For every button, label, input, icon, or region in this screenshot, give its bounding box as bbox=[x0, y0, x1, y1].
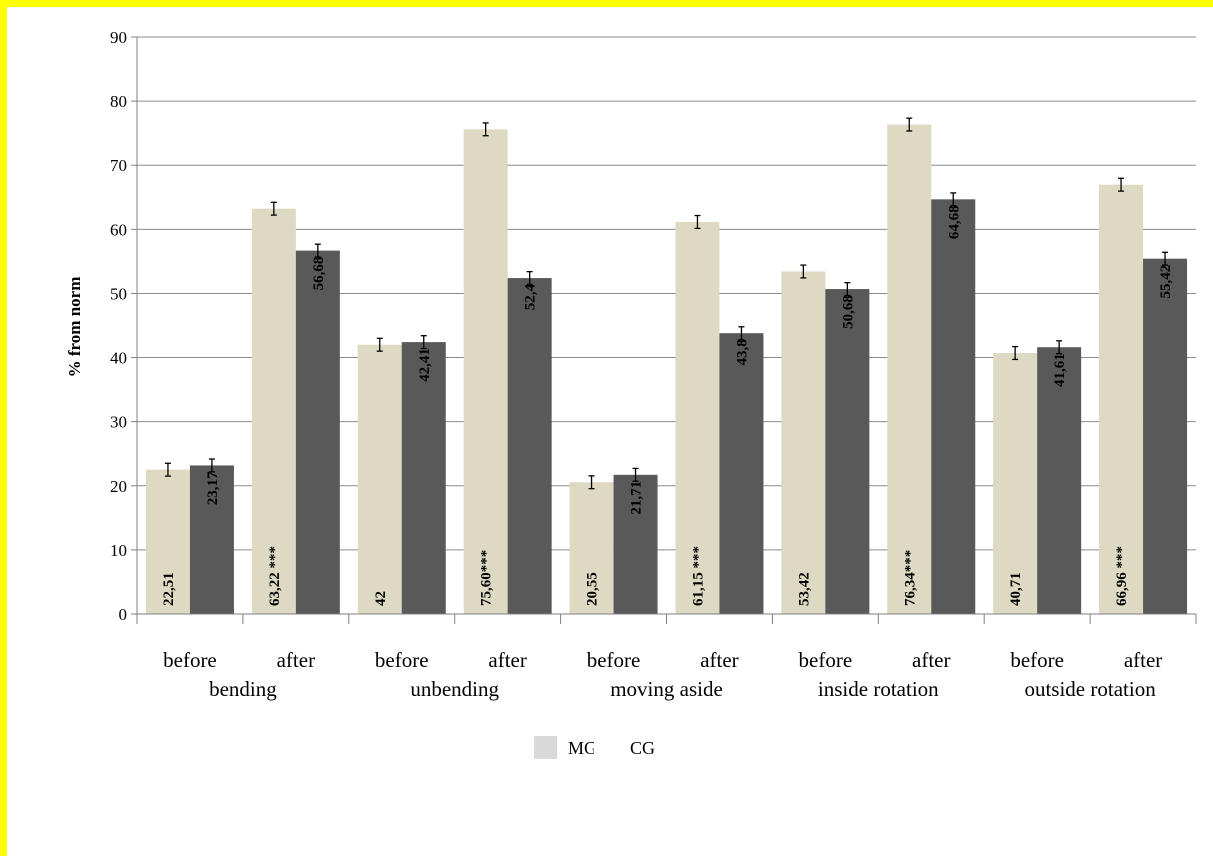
bar-cg bbox=[719, 333, 764, 614]
x-group-label: unbending bbox=[410, 677, 499, 701]
bar-cg bbox=[401, 342, 446, 614]
bar-mg bbox=[1099, 184, 1144, 614]
data-label-mg: 66,96 *** bbox=[1114, 546, 1130, 606]
bar-mg bbox=[145, 469, 190, 614]
bar-mg bbox=[357, 344, 402, 614]
x-group-label: inside rotation bbox=[818, 677, 939, 701]
x-category-label: before bbox=[799, 648, 853, 672]
bar-cg bbox=[825, 289, 870, 614]
data-label-mg: 40,71 bbox=[1008, 572, 1024, 606]
x-category-label: after bbox=[912, 648, 950, 672]
y-tick-label: 10 bbox=[110, 541, 127, 560]
legend-label-cg: CG bbox=[630, 738, 655, 758]
x-group-label: moving aside bbox=[610, 677, 723, 701]
x-category-label: before bbox=[375, 648, 429, 672]
bars bbox=[145, 124, 1188, 614]
data-label-mg: 22,51 bbox=[161, 572, 177, 606]
x-category-label: after bbox=[277, 648, 315, 672]
bar-cg bbox=[189, 465, 234, 614]
data-label-mg: 42 bbox=[373, 591, 389, 606]
bar-mg bbox=[675, 221, 720, 614]
axes: 0 10 20 30 40 50 60 70 80 90 before after before afte… bbox=[110, 28, 1197, 701]
data-label-cg: 42,41 bbox=[417, 348, 433, 382]
bar-mg bbox=[569, 482, 614, 614]
data-label-cg: 41,61 bbox=[1052, 353, 1068, 387]
data-label-cg: 64,68 bbox=[946, 205, 962, 239]
x-category-label: after bbox=[1124, 648, 1162, 672]
bar-mg bbox=[781, 271, 826, 614]
legend-swatch-cg bbox=[594, 736, 617, 759]
data-label-cg: 55,42 bbox=[1158, 265, 1174, 299]
data-label-mg: 61,15 *** bbox=[690, 546, 706, 606]
legend: MG CG bbox=[534, 736, 655, 759]
x-group-label: bending bbox=[209, 677, 277, 701]
bar-mg bbox=[887, 124, 932, 614]
y-tick-label: 20 bbox=[110, 477, 127, 496]
bar-cg bbox=[1037, 347, 1082, 614]
data-label-cg: 52,4 bbox=[523, 284, 539, 311]
data-label-cg: 56,68 bbox=[311, 257, 327, 291]
bar-mg bbox=[463, 129, 508, 614]
bar-cg bbox=[295, 250, 340, 614]
y-tick-label: 50 bbox=[110, 284, 127, 303]
y-tick-label: 30 bbox=[110, 413, 127, 432]
data-label-mg: 75,60*** bbox=[479, 550, 495, 606]
bar-cg bbox=[507, 278, 552, 614]
x-category-label: before bbox=[163, 648, 217, 672]
y-axis-label: % from norm bbox=[65, 277, 84, 378]
y-tick-label: 0 bbox=[119, 605, 128, 624]
y-tick-label: 90 bbox=[110, 28, 127, 47]
x-category-label: before bbox=[587, 648, 641, 672]
error-bars bbox=[164, 117, 1169, 490]
legend-label-mg: MG bbox=[568, 738, 597, 758]
x-category-label: after bbox=[700, 648, 738, 672]
x-category-label: after bbox=[488, 648, 526, 672]
data-label-mg: 20,55 bbox=[585, 572, 601, 606]
data-labels: 22,51 23,17 63,22 *** 56,68 42 42,41 75,60*** 5… bbox=[161, 205, 1174, 606]
data-label-mg: 53,42 bbox=[796, 572, 812, 606]
bar-mg bbox=[251, 208, 296, 614]
data-label-cg: 21,71 bbox=[629, 481, 645, 515]
data-label-cg: 50,68 bbox=[840, 295, 856, 329]
x-group-label: outside rotation bbox=[1024, 677, 1156, 701]
data-label-mg: 63,22 *** bbox=[267, 546, 283, 606]
bar-cg bbox=[613, 474, 658, 614]
y-tick-label: 70 bbox=[110, 156, 127, 175]
y-tick-label: 80 bbox=[110, 92, 127, 111]
bar-mg bbox=[993, 353, 1038, 614]
data-label-cg: 23,17 bbox=[205, 471, 221, 505]
data-label-mg: 76,34*** bbox=[902, 550, 918, 606]
data-label-cg: 43,8 bbox=[734, 339, 750, 365]
bar-cg bbox=[931, 199, 976, 614]
y-tick-label: 60 bbox=[110, 220, 127, 239]
bar-cg bbox=[1143, 258, 1188, 614]
y-tick-label: 40 bbox=[110, 349, 127, 368]
legend-swatch-mg bbox=[534, 736, 557, 759]
x-category-label: before bbox=[1010, 648, 1064, 672]
